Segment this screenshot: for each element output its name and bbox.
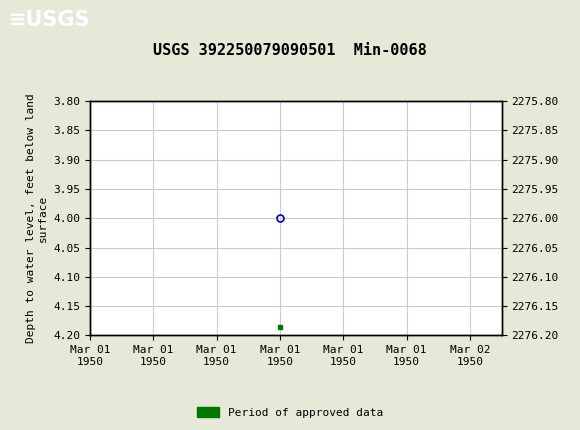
Text: ≡USGS: ≡USGS [9,10,90,31]
Legend: Period of approved data: Period of approved data [193,403,387,422]
Y-axis label: Depth to water level, feet below land
surface: Depth to water level, feet below land su… [26,93,48,343]
Y-axis label: Groundwater level above NGVD 1929, feet: Groundwater level above NGVD 1929, feet [578,86,580,350]
Text: USGS 392250079090501  Min-0068: USGS 392250079090501 Min-0068 [153,43,427,58]
